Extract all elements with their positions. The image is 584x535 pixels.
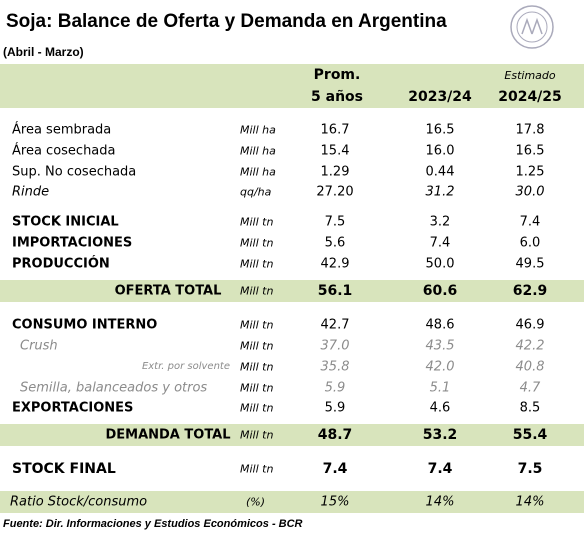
cell-value: 7.5 [517, 461, 543, 477]
cell-value: 43.5 [425, 338, 455, 354]
subtitle: (Abril - Marzo) [3, 45, 84, 59]
cell-value: 5.9 [324, 400, 346, 416]
row-unit: Mill tn [240, 257, 274, 271]
source: Fuente: Dir. Informaciones y Estudios Ec… [3, 518, 303, 530]
cell-value: 5.1 [429, 380, 451, 396]
row-unit: Mill tn [240, 284, 274, 298]
row-label: DEMANDA TOTAL [105, 427, 231, 443]
cell-value: 16.7 [320, 122, 350, 138]
row-unit: (%) [246, 495, 266, 509]
row-unit: Mill ha [240, 144, 276, 158]
row-label: IMPORTACIONES [12, 235, 133, 251]
cell-value: 3.2 [429, 214, 451, 230]
title: Soja: Balance de Oferta y Demanda en Arg… [6, 11, 447, 32]
row-label: OFERTA TOTAL [114, 283, 222, 299]
row-unit: Mill tn [240, 318, 274, 332]
cell-value: 0.44 [425, 164, 455, 180]
cell-value: 16.0 [425, 143, 455, 159]
cell-value: 42.9 [320, 256, 350, 272]
cell-value: 16.5 [425, 122, 455, 138]
ratio-band [0, 491, 584, 513]
cell-value: 15% [320, 494, 350, 510]
row-label: Rinde [12, 184, 50, 200]
cell-value: 16.5 [515, 143, 545, 159]
row-unit: Mill tn [240, 236, 274, 250]
cell-value: 7.4 [322, 461, 348, 477]
row-label: CONSUMO INTERNO [12, 317, 158, 333]
cell-value: 1.29 [320, 164, 350, 180]
cell-value: 53.2 [422, 427, 458, 443]
cell-value: 60.6 [422, 283, 458, 299]
cell-value: 27.20 [316, 184, 354, 200]
cell-value: 14% [425, 494, 455, 510]
row-label: Semilla, balanceados y otros [20, 380, 208, 396]
row-label: Ratio Stock/consumo [10, 494, 148, 510]
cell-value: 35.8 [320, 359, 350, 375]
cell-value: 7.4 [429, 235, 451, 251]
header: 2023/24 [408, 89, 472, 105]
row-unit: Mill tn [240, 215, 274, 229]
cell-value: 8.5 [519, 400, 541, 416]
cell-value: 46.9 [515, 317, 545, 333]
row-unit: Mill tn [240, 381, 274, 395]
cell-value: 48.7 [317, 427, 353, 443]
row-unit: Mill tn [240, 428, 274, 442]
cell-value: 48.6 [425, 317, 455, 333]
cell-value: 56.1 [317, 283, 353, 299]
cell-value: 50.0 [425, 256, 455, 272]
header: 2024/25 [498, 89, 562, 105]
header: 5 años [311, 89, 363, 105]
cell-value: 15.4 [320, 143, 350, 159]
cell-value: 55.4 [512, 427, 548, 443]
row-label: PRODUCCIÓN [12, 256, 110, 272]
row-unit: Mill ha [240, 165, 276, 179]
row-unit: Mill tn [240, 401, 274, 415]
cell-value: 7.5 [324, 214, 346, 230]
cell-value: 7.4 [427, 461, 453, 477]
row-label: Área cosechada [12, 143, 116, 159]
cell-value: 30.0 [515, 184, 545, 200]
total-band [0, 280, 584, 302]
cell-value: 1.25 [515, 164, 545, 180]
header-note: Estimado [504, 69, 556, 82]
cell-value: 42.2 [515, 338, 545, 354]
cell-value: 17.8 [515, 122, 545, 138]
row-label: STOCK FINAL [12, 461, 116, 477]
row-label: Área sembrada [12, 122, 112, 138]
row-label: Sup. No cosechada [12, 164, 137, 180]
row-unit: Mill ha [240, 123, 276, 137]
cell-value: 6.0 [519, 235, 541, 251]
cell-value: 4.7 [519, 380, 541, 396]
row-label: Extr. por solvente [141, 361, 230, 372]
header-band [0, 64, 584, 108]
total-band [0, 424, 584, 446]
logo [510, 5, 554, 49]
cell-value: 5.6 [324, 235, 346, 251]
cell-value: 49.5 [515, 256, 545, 272]
row-label: EXPORTACIONES [12, 400, 134, 416]
row-label: STOCK INICIAL [12, 214, 119, 230]
cell-value: 40.8 [515, 359, 545, 375]
header: Prom. [313, 67, 361, 83]
cell-value: 31.2 [425, 184, 455, 200]
row-unit: Mill tn [240, 339, 274, 353]
cell-value: 14% [515, 494, 545, 510]
cell-value: 7.4 [519, 214, 541, 230]
cell-value: 42.0 [425, 359, 455, 375]
cell-value: 42.7 [320, 317, 350, 333]
cell-value: 62.9 [512, 283, 548, 299]
row-unit: Mill tn [240, 462, 274, 476]
row-label: Crush [20, 338, 58, 354]
cell-value: 37.0 [320, 338, 350, 354]
cell-value: 5.9 [324, 380, 346, 396]
row-unit: qq/ha [240, 185, 272, 199]
row-unit: Mill tn [240, 360, 274, 374]
cell-value: 4.6 [429, 400, 451, 416]
